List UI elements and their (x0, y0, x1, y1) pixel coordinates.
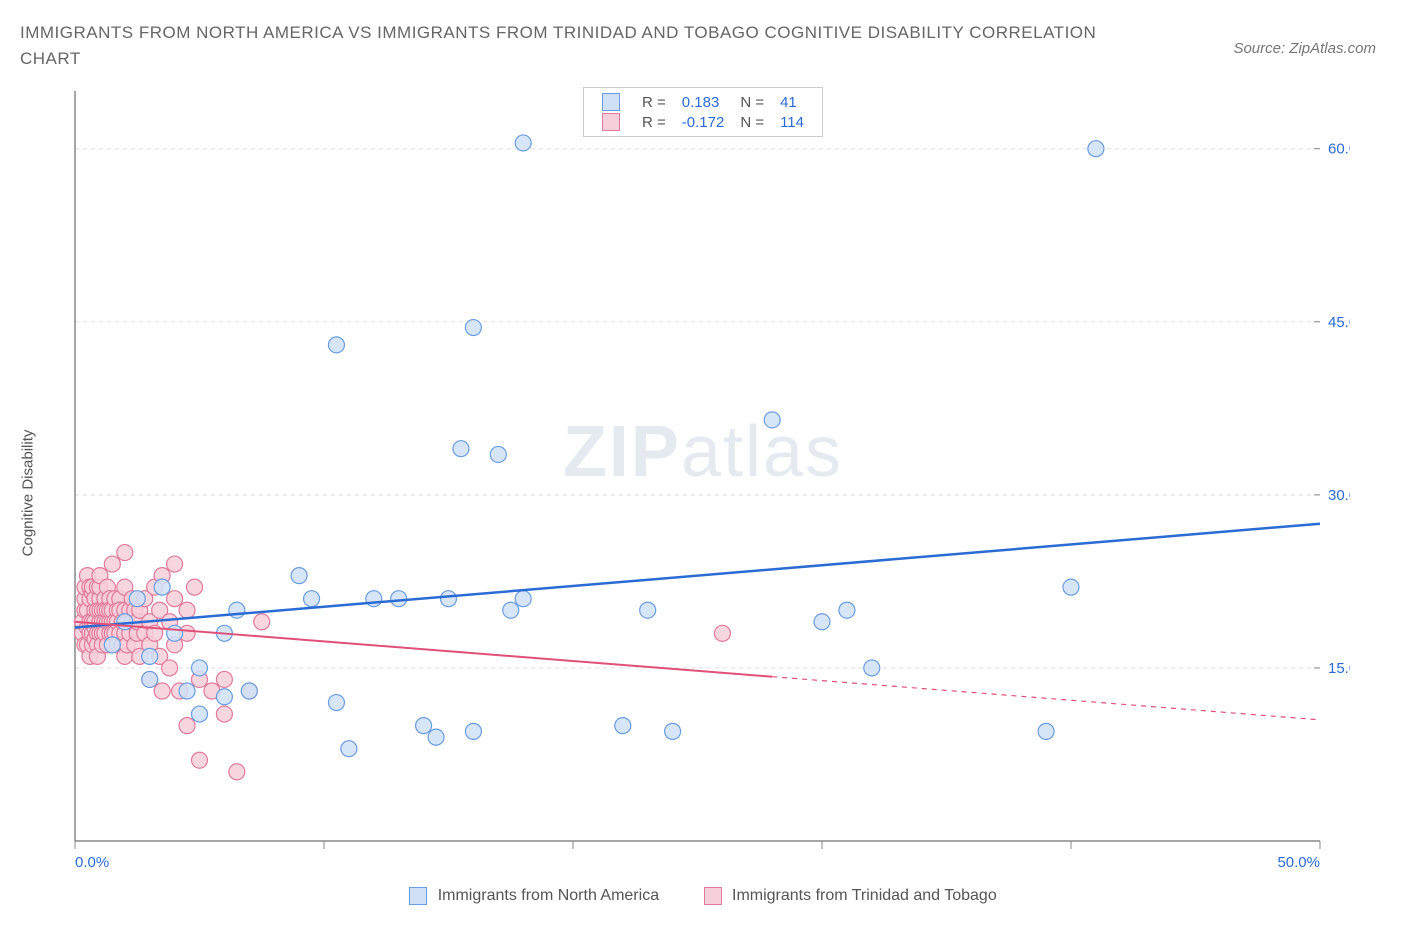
n-value-2: 114 (772, 112, 812, 132)
chart-title: IMMIGRANTS FROM NORTH AMERICA VS IMMIGRA… (20, 20, 1120, 71)
svg-text:45.0%: 45.0% (1328, 314, 1350, 331)
svg-text:60.0%: 60.0% (1328, 141, 1350, 158)
correlation-legend: R = 0.183 N = 41 R = -0.172 N = 114 (583, 87, 823, 137)
n-label: N = (732, 112, 772, 132)
legend-row-series1: R = 0.183 N = 41 (594, 92, 812, 112)
r-value-2: -0.172 (674, 112, 733, 132)
legend-row-series2: R = -0.172 N = 114 (594, 112, 812, 132)
svg-text:50.0%: 50.0% (1277, 854, 1320, 871)
svg-text:30.0%: 30.0% (1328, 487, 1350, 504)
bottom-legend: Immigrants from North America Immigrants… (20, 887, 1386, 905)
r-value-1: 0.183 (674, 92, 733, 112)
legend-item-2: Immigrants from Trinidad and Tobago (704, 887, 997, 904)
scatter-chart: 0.0% 50.0% 15.0% 30.0% 45.0% 60.0% (20, 81, 1350, 881)
r-label: R = (634, 92, 674, 112)
r-label: R = (634, 112, 674, 132)
n-value-1: 41 (772, 92, 812, 112)
swatch-series2-bottom (704, 887, 722, 905)
svg-text:0.0%: 0.0% (75, 854, 109, 871)
y-axis-label: Cognitive Disability (20, 430, 37, 557)
swatch-series1 (602, 93, 620, 111)
n-label: N = (732, 92, 772, 112)
swatch-series1-bottom (409, 887, 427, 905)
legend-label-1: Immigrants from North America (438, 887, 659, 904)
swatch-series2 (602, 113, 620, 131)
legend-label-2: Immigrants from Trinidad and Tobago (732, 887, 997, 904)
chart-container: Cognitive Disability ZIPatlas R = 0.183 … (20, 81, 1386, 905)
source-label: Source: ZipAtlas.com (1233, 40, 1376, 57)
svg-text:15.0%: 15.0% (1328, 660, 1350, 677)
legend-item-1: Immigrants from North America (409, 887, 663, 904)
